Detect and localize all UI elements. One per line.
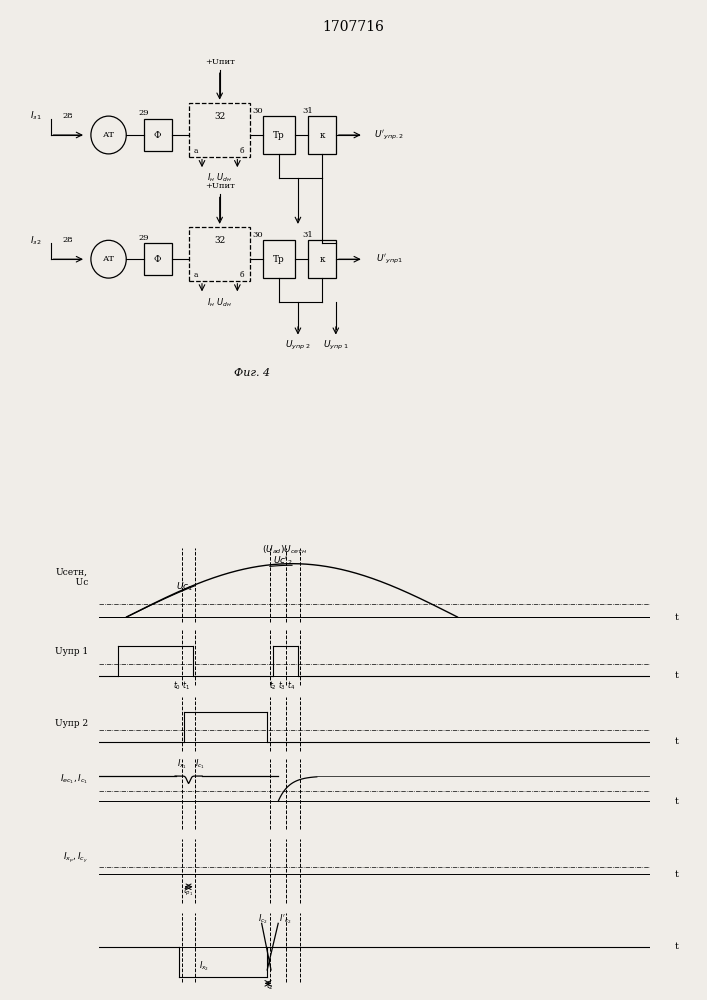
- Text: Uупр 2: Uупр 2: [55, 719, 88, 728]
- Text: +Uпит: +Uпит: [205, 182, 235, 190]
- Text: $I_{c_2}$: $I_{c_2}$: [258, 913, 268, 926]
- Text: 30: 30: [252, 107, 263, 115]
- Text: $I_н\ U_{dн}$: $I_н\ U_{dн}$: [207, 296, 232, 309]
- Text: t: t: [675, 942, 679, 951]
- Text: АТ: АТ: [103, 131, 115, 139]
- Text: Фиг. 4: Фиг. 4: [235, 368, 271, 378]
- Bar: [189, 227, 250, 281]
- Text: t: t: [675, 797, 679, 806]
- Text: 28: 28: [63, 112, 74, 120]
- Text: Ф: Ф: [154, 255, 161, 264]
- Text: 29: 29: [139, 109, 149, 117]
- Text: к: к: [320, 130, 325, 139]
- Text: a: a: [194, 147, 198, 155]
- Bar: [189, 103, 250, 157]
- Text: +Uпит: +Uпит: [205, 58, 235, 66]
- Text: $(U_{ad})U_{сетн}$: $(U_{ad})U_{сетн}$: [262, 544, 307, 556]
- Text: 32: 32: [214, 236, 226, 245]
- Text: $U_{упр\ 2}$: $U_{упр\ 2}$: [285, 339, 311, 352]
- Text: Uупр 1: Uупр 1: [54, 647, 88, 656]
- Text: $t_2$: $t_2$: [266, 979, 274, 992]
- Text: $I'_{c_2}$: $I'_{c_2}$: [279, 913, 292, 926]
- Text: 28: 28: [63, 236, 74, 244]
- Text: t: t: [675, 737, 679, 746]
- Text: АТ: АТ: [103, 255, 115, 263]
- Bar: [144, 119, 172, 151]
- Text: t: t: [675, 671, 679, 680]
- Text: $U_{упр\ 1}$: $U_{упр\ 1}$: [323, 339, 349, 352]
- Text: $I_{з2}$: $I_{з2}$: [30, 234, 41, 247]
- Text: $I_{з1}$: $I_{з1}$: [30, 110, 41, 122]
- Text: $U'_{упр1}$: $U'_{упр1}$: [375, 253, 402, 266]
- Text: $t_2$: $t_2$: [269, 680, 276, 692]
- Text: к: к: [320, 255, 325, 264]
- Text: 1707716: 1707716: [322, 20, 385, 34]
- Text: t: t: [675, 612, 679, 621]
- Text: $U'_{упр.2}$: $U'_{упр.2}$: [374, 128, 404, 142]
- Text: t: t: [675, 870, 679, 879]
- Text: $Uc'_2$: $Uc'_2$: [273, 555, 292, 567]
- Bar: [308, 240, 336, 278]
- Text: a: a: [194, 271, 198, 279]
- Text: б: б: [240, 271, 245, 279]
- Text: Тр: Тр: [273, 255, 285, 264]
- Text: $I_{x_1}$: $I_{x_1}$: [177, 758, 187, 771]
- Text: $I_{ec_1},I_{c_1}$: $I_{ec_1},I_{c_1}$: [59, 772, 88, 786]
- Bar: [262, 116, 296, 154]
- Text: б: б: [240, 147, 245, 155]
- Text: $Uc_1$: $Uc_1$: [176, 580, 193, 593]
- Text: $t_{p_1}$: $t_{p_1}$: [183, 885, 194, 898]
- Text: $I_{x_2}$: $I_{x_2}$: [199, 959, 209, 973]
- Text: Ф: Ф: [154, 130, 161, 139]
- Text: $I_{x_p},I_{c_y}$: $I_{x_p},I_{c_y}$: [63, 850, 88, 865]
- Text: 29: 29: [139, 234, 149, 242]
- Text: Тр: Тр: [273, 130, 285, 139]
- Text: $I_н\ U_{dн}$: $I_н\ U_{dн}$: [207, 172, 232, 184]
- Bar: [144, 243, 172, 275]
- Text: Uсетн,
   Uc: Uсетн, Uc: [56, 567, 88, 587]
- Text: 30: 30: [252, 231, 263, 239]
- Text: 31: 31: [303, 107, 313, 115]
- Text: $t_0\ t_1$: $t_0\ t_1$: [173, 680, 190, 692]
- Text: 32: 32: [214, 112, 226, 121]
- Bar: [308, 116, 336, 154]
- Text: $t_3\ t_4$: $t_3\ t_4$: [278, 680, 295, 692]
- Text: 31: 31: [303, 231, 313, 239]
- Bar: [262, 240, 296, 278]
- Text: $I_{c_1}$: $I_{c_1}$: [195, 758, 205, 771]
